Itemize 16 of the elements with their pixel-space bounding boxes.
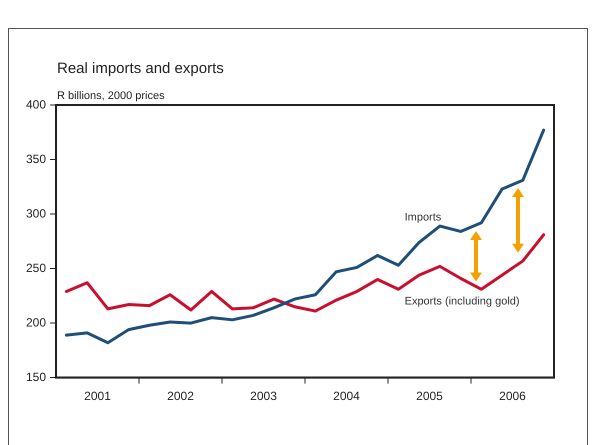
y-tick-label: 400: [26, 97, 46, 112]
x-tick-label: 2006: [499, 389, 526, 404]
x-tick-label: 2004: [333, 389, 360, 404]
y-tick-label: 150: [26, 370, 46, 384]
y-tick-label: 300: [26, 206, 46, 220]
y-axis-title: R billions, 2000 prices: [57, 90, 165, 102]
x-tick-label: 2005: [416, 389, 444, 404]
series-label: Exports (including gold): [404, 295, 520, 308]
chart-title: Real imports and exports: [57, 60, 224, 77]
series-label: Imports: [404, 211, 442, 224]
x-tick-label: 2002: [167, 389, 194, 404]
y-tick-label: 350: [26, 152, 46, 166]
x-tick-label: 2001: [84, 389, 112, 404]
x-tick-label: 2003: [250, 389, 278, 404]
y-tick-label: 200: [26, 315, 46, 330]
y-tick-label: 250: [26, 260, 46, 275]
